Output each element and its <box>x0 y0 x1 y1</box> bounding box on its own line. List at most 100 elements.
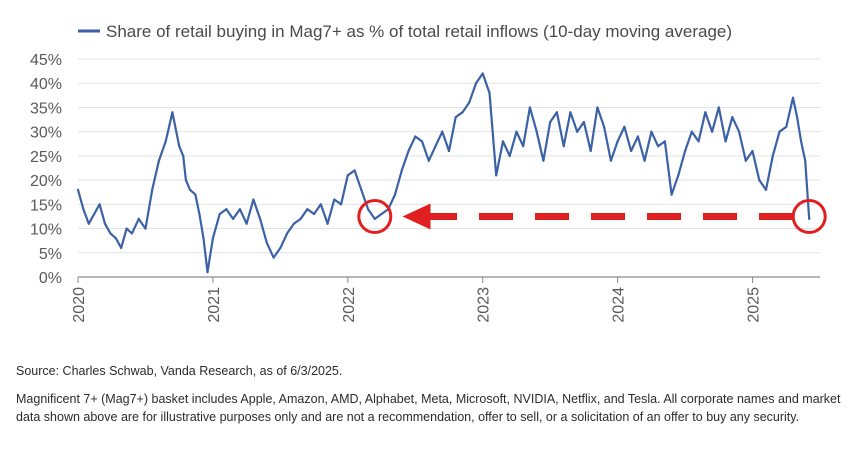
data-point <box>109 232 112 235</box>
data-point <box>555 111 559 114</box>
source-note: Source: Charles Schwab, Vanda Research, … <box>16 364 343 378</box>
data-point <box>245 222 248 225</box>
data-point <box>407 149 410 153</box>
data-point <box>724 140 727 143</box>
annotation-layer <box>357 198 827 234</box>
data-point <box>272 256 275 259</box>
data-point <box>603 125 606 128</box>
highlight-circle <box>357 198 393 234</box>
y-tick-label: 5% <box>39 246 62 263</box>
data-point <box>393 193 397 196</box>
data-point <box>441 130 444 133</box>
data-point <box>286 232 289 235</box>
data-point <box>657 145 660 148</box>
data-point <box>447 149 451 153</box>
highlight-circle <box>791 198 827 234</box>
data-point <box>515 130 518 133</box>
x-tick-label: 2020 <box>71 287 88 323</box>
chart-legend: Share of retail buying in Mag7+ as % of … <box>78 22 732 41</box>
data-point <box>194 193 197 196</box>
data-point <box>420 140 424 143</box>
y-tick-label: 25% <box>30 149 62 166</box>
y-tick-label: 30% <box>30 125 62 142</box>
data-point <box>636 135 639 138</box>
data-point <box>353 169 356 172</box>
data-point <box>576 130 579 133</box>
data-point <box>758 179 761 182</box>
y-tick-label: 20% <box>30 173 62 190</box>
data-point <box>596 106 599 109</box>
data-point <box>292 222 295 225</box>
x-tick-label: 2021 <box>206 287 223 323</box>
data-point <box>339 203 343 206</box>
data-point <box>120 246 123 250</box>
data-point <box>157 159 161 162</box>
data-point <box>800 140 803 143</box>
data-point <box>259 217 262 220</box>
data-point <box>683 149 687 153</box>
data-point <box>495 174 498 177</box>
data-point <box>380 212 383 216</box>
data-point <box>299 217 302 220</box>
data-point <box>697 140 700 143</box>
data-point <box>312 212 316 216</box>
data-point <box>663 140 666 143</box>
data-point <box>333 198 336 201</box>
data-point <box>804 159 807 162</box>
data-point <box>623 125 626 128</box>
data-point <box>218 212 221 216</box>
disclaimer-note: Magnificent 7+ (Mag7+) basket includes A… <box>16 392 841 424</box>
y-tick-label: 45% <box>30 52 62 69</box>
data-point <box>238 208 241 211</box>
y-tick-label: 0% <box>39 270 62 287</box>
data-point <box>710 130 714 133</box>
data-point <box>535 130 538 133</box>
data-point <box>461 111 464 114</box>
data-point <box>795 116 799 119</box>
data-point <box>76 188 80 191</box>
y-tick-label: 10% <box>30 222 62 239</box>
data-point <box>198 212 201 216</box>
data-point <box>400 169 403 172</box>
data-point <box>434 145 437 148</box>
data-point <box>206 271 209 274</box>
data-point <box>93 212 96 216</box>
data-point <box>731 116 734 119</box>
legend-label: Share of retail buying in Mag7+ as % of … <box>106 22 732 41</box>
data-point <box>616 140 619 143</box>
data-point <box>808 217 811 220</box>
data-point <box>252 198 255 201</box>
x-tick-label: 2022 <box>341 287 358 323</box>
data-point <box>791 96 795 99</box>
data-point <box>202 237 205 240</box>
data-point <box>346 174 349 177</box>
data-point <box>182 154 185 157</box>
data-point <box>125 227 128 230</box>
data-point <box>279 246 282 250</box>
x-tick-label: 2024 <box>611 287 628 323</box>
x-tick-label: 2025 <box>746 287 763 323</box>
x-tick-label: 2023 <box>476 287 493 323</box>
data-point <box>643 159 646 162</box>
data-point <box>171 111 174 114</box>
data-point <box>630 149 633 153</box>
data-point <box>704 111 707 114</box>
data-point <box>569 111 572 114</box>
data-point <box>717 106 720 109</box>
series-line <box>76 72 811 274</box>
data-point <box>764 188 768 191</box>
data-point <box>164 140 167 143</box>
data-point <box>744 159 747 162</box>
data-point <box>366 208 370 211</box>
data-point <box>549 120 552 124</box>
data-point <box>522 145 525 148</box>
data-point <box>785 125 788 128</box>
data-point <box>481 72 484 75</box>
data-point <box>98 203 101 206</box>
data-point <box>137 217 140 220</box>
data-point <box>130 232 134 235</box>
y-tick-label: 15% <box>30 197 62 214</box>
data-point <box>232 217 235 220</box>
data-point <box>225 208 228 211</box>
data-point <box>103 222 107 225</box>
